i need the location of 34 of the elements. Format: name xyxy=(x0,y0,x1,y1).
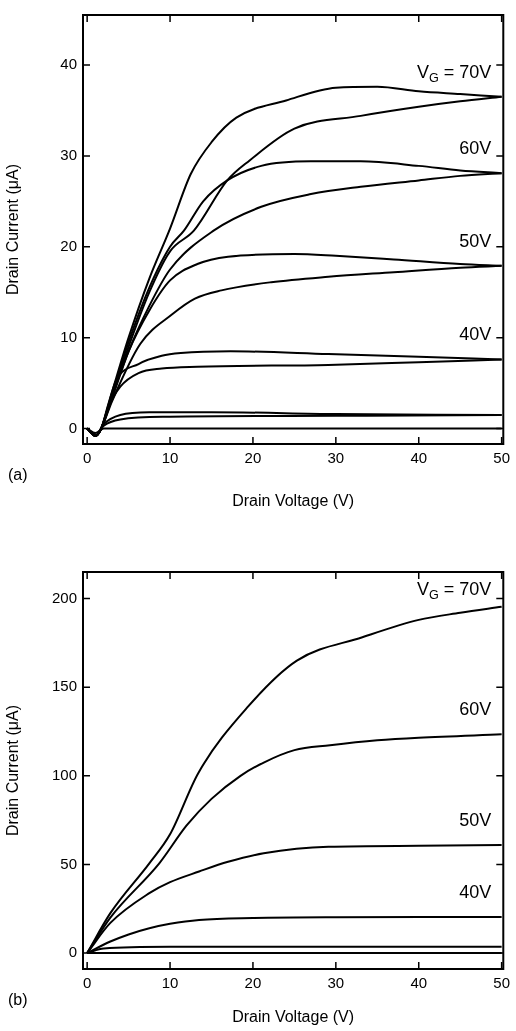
x-tick-label: 50 xyxy=(493,974,510,992)
y-tick-label: 30 xyxy=(60,146,77,164)
y-tick-label: 50 xyxy=(60,854,77,872)
y-tick-label: 0 xyxy=(68,418,77,436)
text: (a) xyxy=(8,466,28,484)
legend-label: 40V xyxy=(459,882,492,903)
text: (b) xyxy=(8,991,28,1009)
y-tick-label: 0 xyxy=(68,943,77,961)
y-tick-label: 100 xyxy=(51,765,77,783)
legend-label: 50V xyxy=(459,230,492,251)
x-tick-label: 40 xyxy=(410,449,428,467)
x-tick-label: 20 xyxy=(244,974,262,992)
x-axis-title: Drain Voltage (V) xyxy=(232,491,355,509)
y-tick-label: 20 xyxy=(60,236,77,254)
x-tick-label: 20 xyxy=(244,449,262,467)
y-tick-label: 200 xyxy=(51,588,77,606)
y-tick-label: 150 xyxy=(51,677,77,695)
legend-label: 40V xyxy=(459,324,492,345)
x-axis-title: Drain Voltage (V) xyxy=(232,1007,355,1025)
x-tick-label: 40 xyxy=(410,974,428,992)
y-axis-title: Drain Current (μA) xyxy=(4,163,22,296)
x-tick-label: 10 xyxy=(161,449,179,467)
legend-label: 60V xyxy=(459,138,492,159)
x-tick-label: 50 xyxy=(493,449,510,467)
series-label: 50V xyxy=(459,809,492,830)
x-tick-label: 10 xyxy=(161,974,179,992)
y-tick-label: 40 xyxy=(60,55,77,73)
x-tick-label: 30 xyxy=(327,449,345,467)
x-tick-label: 30 xyxy=(327,974,345,992)
x-tick-label: 0 xyxy=(82,449,92,467)
y-tick-label: 10 xyxy=(60,327,77,345)
y-axis-title: Drain Current (μA) xyxy=(4,704,22,837)
x-tick-label: 0 xyxy=(82,974,92,992)
legend-label: 60V xyxy=(459,699,492,720)
